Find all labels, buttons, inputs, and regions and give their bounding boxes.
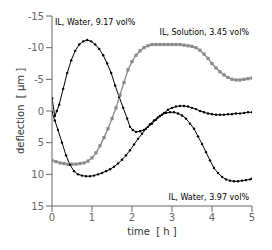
- html-text:IL, Solution, 3.45 vol%: IL, Solution, 3.45 vol%: [159, 28, 249, 37]
- svg-text:0: 0: [38, 106, 44, 117]
- html-text:IL, Water, 9.17 vol%: IL, Water, 9.17 vol%: [55, 18, 136, 27]
- svg-text:3: 3: [169, 212, 175, 223]
- svg-text:4: 4: [209, 212, 215, 223]
- svg-text:-10: -10: [28, 42, 44, 53]
- svg-text:1: 1: [89, 212, 95, 223]
- svg-text:5: 5: [249, 212, 255, 223]
- html-text:IL, Water, 3.97 vol%: IL, Water, 3.97 vol%: [168, 193, 249, 202]
- svg-text:-5: -5: [34, 74, 44, 85]
- svg-text:-15: -15: [28, 11, 44, 22]
- svg-text:15: 15: [31, 201, 44, 212]
- svg-text:2: 2: [129, 212, 135, 223]
- svg-text:deflection [ μm ]: deflection [ μm ]: [15, 68, 26, 154]
- svg-text:5: 5: [38, 137, 44, 148]
- svg-text:time [ h ]: time [ h ]: [127, 226, 177, 237]
- svg-text:0: 0: [49, 212, 55, 223]
- svg-text:10: 10: [31, 169, 44, 180]
